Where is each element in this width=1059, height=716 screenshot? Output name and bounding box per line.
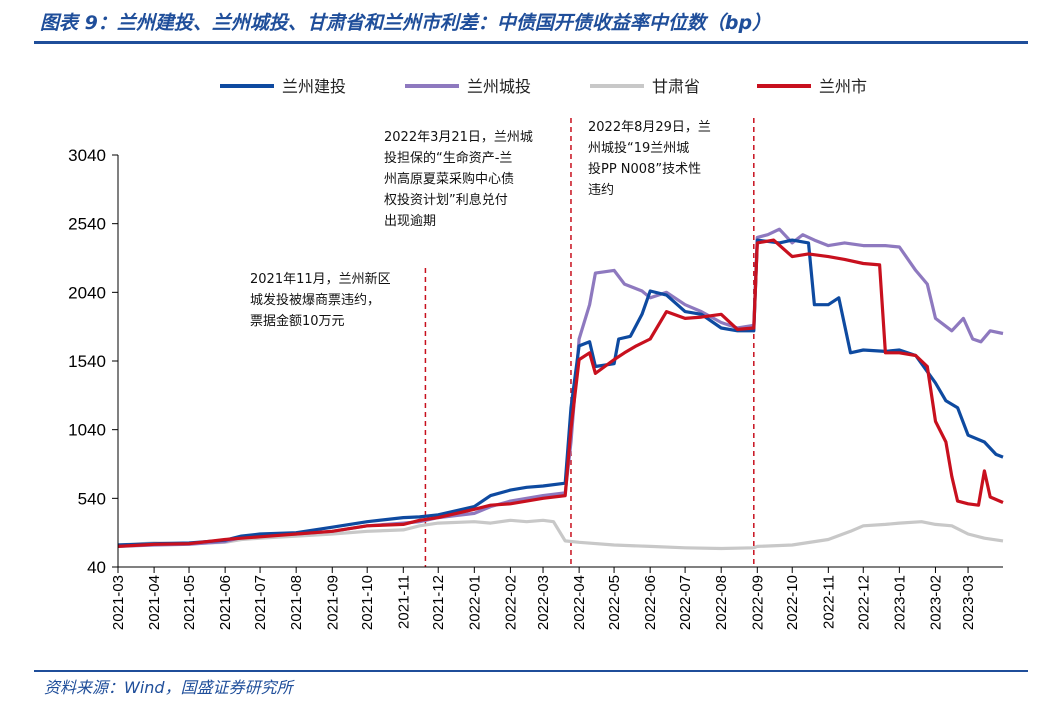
annotation-text: 城发投被爆商票违约， xyxy=(250,292,380,308)
source-rule xyxy=(34,670,1028,672)
x-tick-label: 2022-07 xyxy=(677,575,694,630)
annotation-text: 2022年8月29日，兰 xyxy=(588,120,711,135)
x-tick-label: 2023-02 xyxy=(927,575,944,630)
legend: 兰州建投 兰州城投 甘肃省 兰州市 xyxy=(220,77,867,96)
annotation-text: 2021年11月，兰州新区 xyxy=(250,271,391,287)
y-tick-label: 2540 xyxy=(68,215,106,234)
x-tick-label: 2021-03 xyxy=(110,575,127,630)
x-tick-label: 2022-12 xyxy=(855,575,872,630)
x-tick-label: 2021-10 xyxy=(359,575,376,630)
x-tick-label: 2021-04 xyxy=(146,575,163,630)
source-note: 资料来源：Wind，国盛证券研究所 xyxy=(44,678,293,697)
x-tick-label: 2022-09 xyxy=(749,575,766,630)
annotation-text: 州高原夏菜采购中心债 xyxy=(384,171,514,187)
x-tick-label: 2022-11 xyxy=(820,575,837,629)
y-tick-label: 2040 xyxy=(68,283,106,302)
annotation-text: 出现逾期 xyxy=(384,214,436,229)
x-tick-label: 2022-06 xyxy=(642,575,659,630)
x-tick-label: 2021-07 xyxy=(252,575,269,630)
annotation-text: 违约 xyxy=(588,183,614,198)
x-tick-label: 2022-02 xyxy=(502,575,519,630)
y-tick-label: 3040 xyxy=(68,146,106,165)
legend-label: 兰州建投 xyxy=(282,77,346,96)
x-tick-label: 2023-01 xyxy=(891,575,908,630)
annotation-text: 州城投“19兰州城 xyxy=(588,140,689,156)
x-tick-label: 2021-06 xyxy=(217,575,234,630)
y-tick-label: 540 xyxy=(78,489,106,508)
y-tick-label: 1540 xyxy=(68,352,106,371)
x-tick-label: 2022-03 xyxy=(535,575,552,630)
chart-title: 图表 9：兰州建投、兰州城投、甘肃省和兰州市利差：中债国开债收益率中位数（bp） xyxy=(40,12,772,34)
legend-label: 兰州城投 xyxy=(467,77,531,96)
x-tick-label: 2022-10 xyxy=(784,575,801,630)
series-lines xyxy=(117,227,1004,551)
x-tick-label: 2021-08 xyxy=(288,575,305,630)
series-line xyxy=(117,238,1004,548)
annotation-text: 投PP N008”技术性 xyxy=(588,161,701,177)
y-tick-label: 40 xyxy=(87,558,106,577)
x-tick-label: 2023-03 xyxy=(960,575,977,630)
x-tick-label: 2022-08 xyxy=(713,575,730,630)
annotation-text: 票据金额10万元 xyxy=(250,313,345,329)
x-tick-label: 2021-12 xyxy=(430,575,447,630)
annotation-text: 2022年3月21日，兰州城 xyxy=(384,130,533,145)
annotation-text: 投担保的“生命资产-兰 xyxy=(384,150,512,166)
annotation-text: 权投资计划”利息兑付 xyxy=(384,192,508,208)
x-tick-label: 2022-01 xyxy=(466,575,483,630)
x-tick-label: 2022-04 xyxy=(571,575,588,630)
legend-label: 兰州市 xyxy=(819,77,867,96)
x-tick-label: 2022-05 xyxy=(606,575,623,630)
x-tick-label: 2021-05 xyxy=(181,575,198,630)
series-line xyxy=(117,238,1004,547)
title-rule xyxy=(34,41,1028,44)
x-tick-label: 2021-11 xyxy=(395,575,412,629)
x-tick-label: 2021-09 xyxy=(324,575,341,630)
y-tick-label: 1040 xyxy=(68,421,106,440)
axes: 40 540 1040 1540 2040 2540 3040 2021-03 2021-04 2… xyxy=(68,146,1003,630)
series-line xyxy=(117,518,1004,551)
legend-label: 甘肃省 xyxy=(652,77,700,96)
